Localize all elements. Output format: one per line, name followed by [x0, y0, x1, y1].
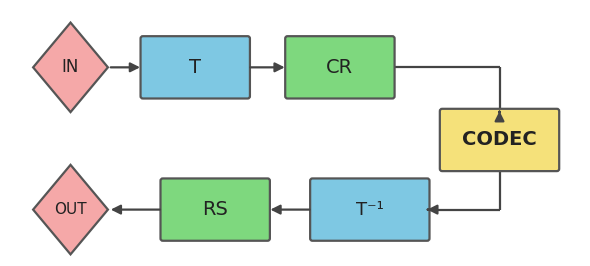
FancyBboxPatch shape: [160, 178, 270, 241]
Text: OUT: OUT: [54, 202, 87, 217]
FancyBboxPatch shape: [140, 36, 250, 98]
Text: CODEC: CODEC: [462, 130, 537, 149]
FancyBboxPatch shape: [285, 36, 395, 98]
Text: T: T: [189, 58, 201, 77]
FancyBboxPatch shape: [310, 178, 430, 241]
Polygon shape: [33, 23, 108, 112]
Polygon shape: [33, 165, 108, 254]
FancyBboxPatch shape: [440, 109, 559, 171]
Text: CR: CR: [326, 58, 353, 77]
Text: RS: RS: [202, 200, 228, 219]
Text: T⁻¹: T⁻¹: [356, 201, 384, 219]
Text: IN: IN: [62, 58, 79, 76]
